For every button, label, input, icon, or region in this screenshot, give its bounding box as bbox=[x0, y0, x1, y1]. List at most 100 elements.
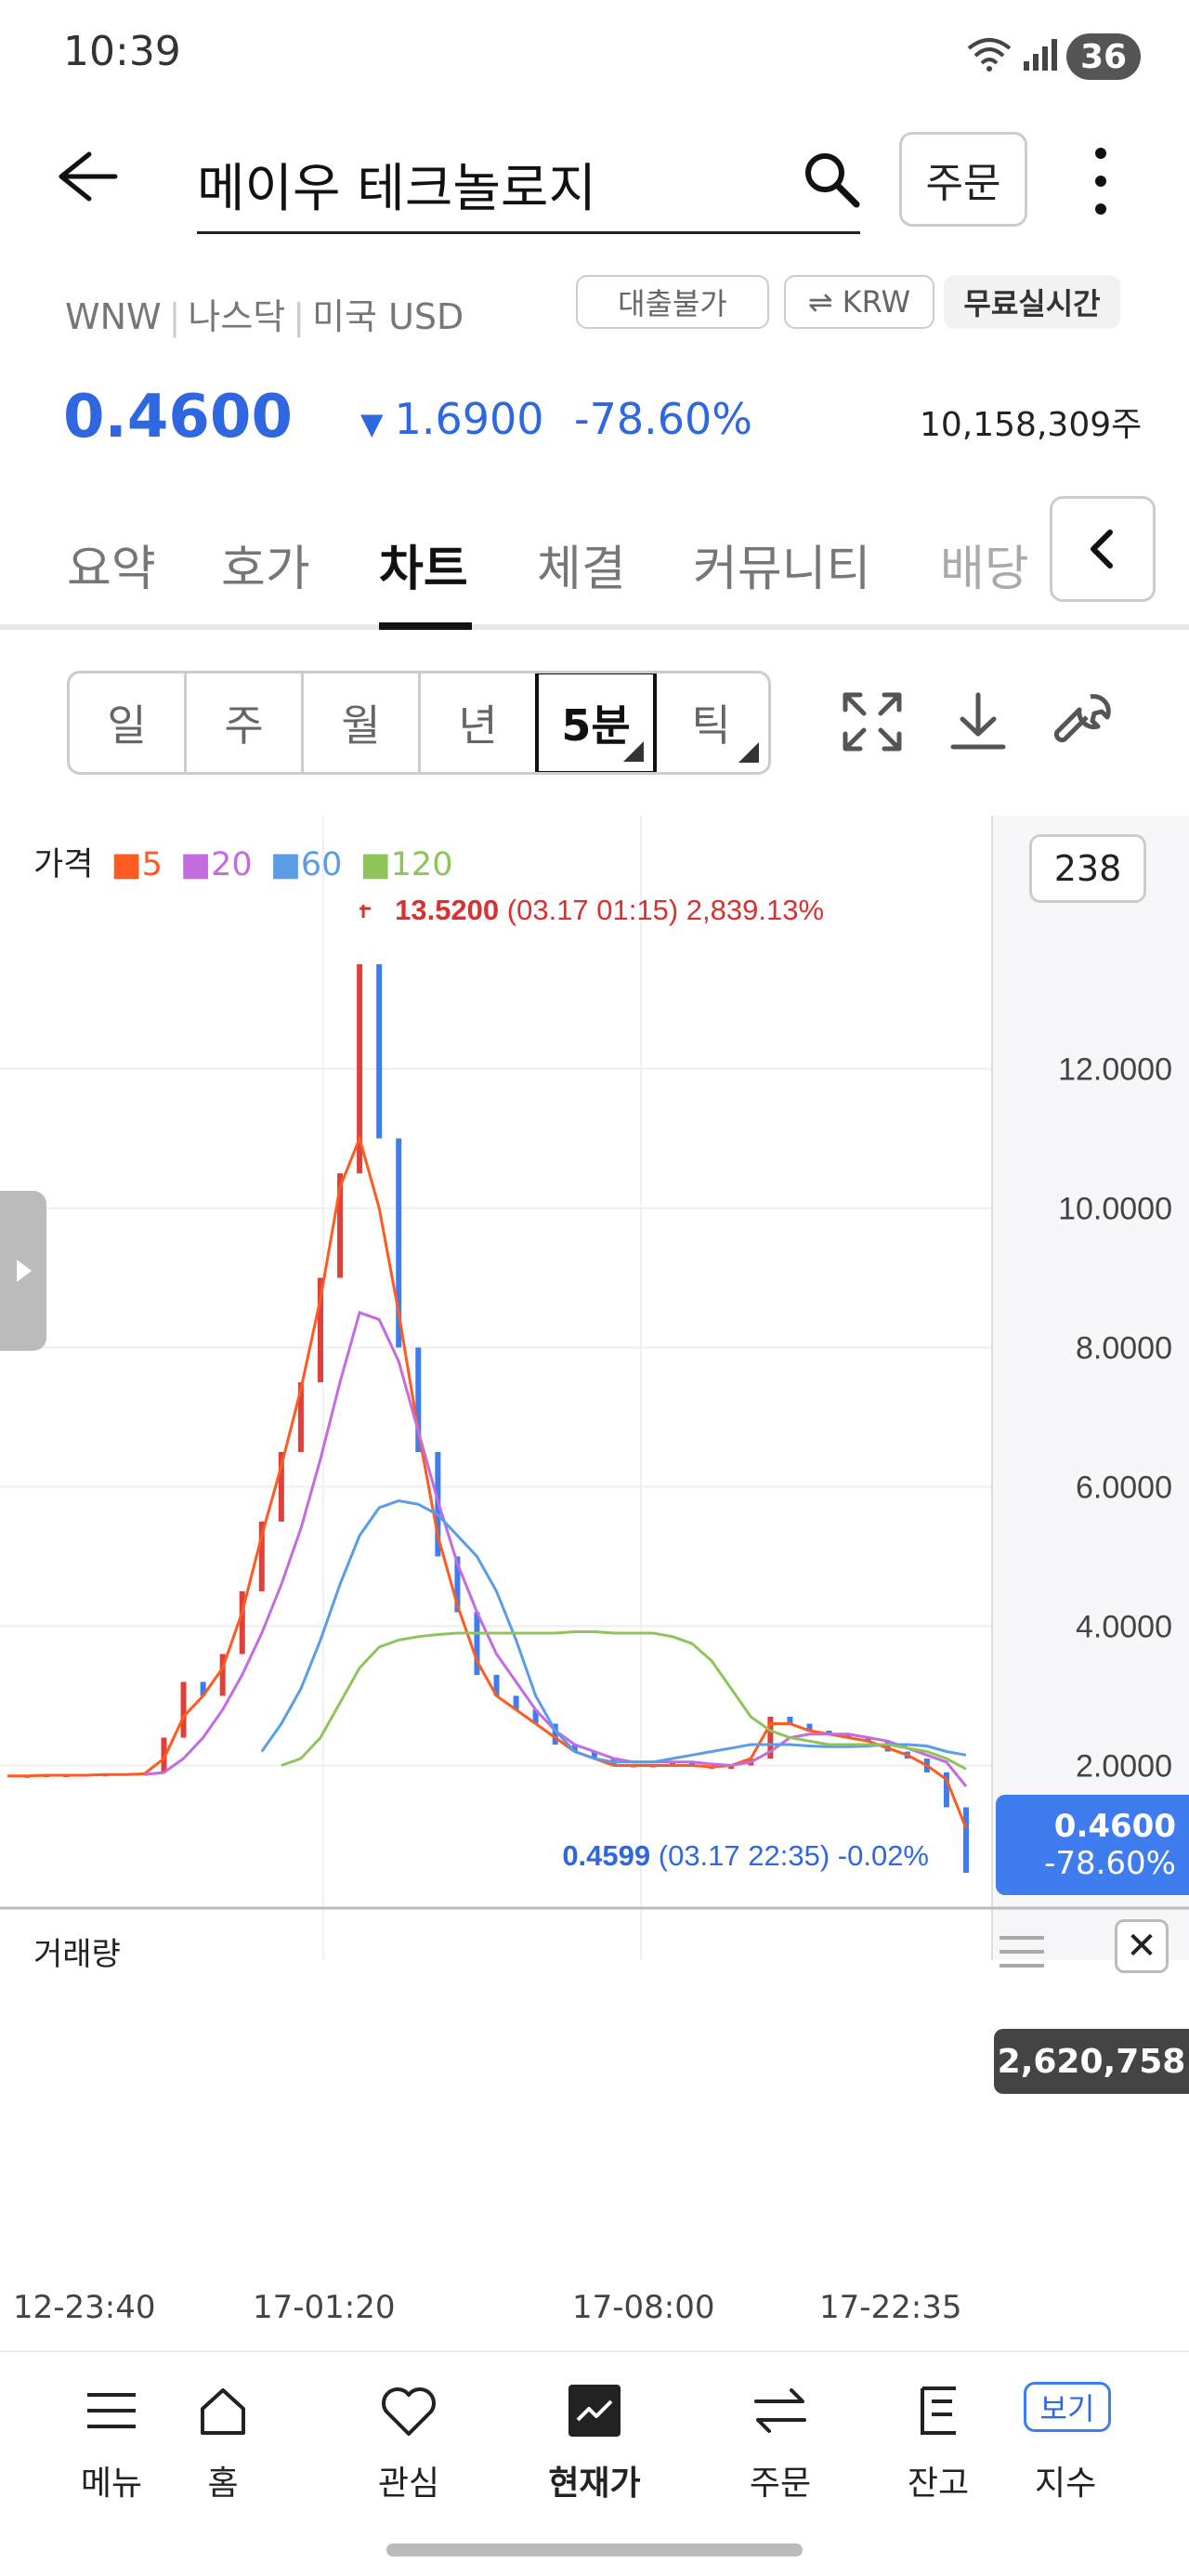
legend-ma20[interactable]: ■20 bbox=[180, 846, 253, 883]
nav-current-price[interactable]: 현재가 bbox=[529, 2378, 660, 2504]
dropdown-corner-icon bbox=[623, 741, 644, 762]
nav-home[interactable]: 홈 bbox=[158, 2378, 288, 2504]
nav-menu[interactable]: 메뉴 bbox=[46, 2378, 176, 2504]
price-candle bbox=[258, 1522, 265, 1591]
period-5min[interactable]: 5분 bbox=[535, 673, 657, 772]
tab-summary[interactable]: 요약 bbox=[67, 542, 156, 597]
receipt-icon bbox=[921, 2386, 956, 2435]
price-candle bbox=[943, 1772, 949, 1808]
price-candle bbox=[670, 1761, 676, 1766]
price-candle bbox=[728, 1765, 735, 1770]
last-price-pct: -78.60% bbox=[1044, 1845, 1176, 1882]
download-icon[interactable] bbox=[946, 689, 1011, 754]
nav-home-label: 홈 bbox=[207, 2465, 239, 2503]
price-change-percent: -78.60% bbox=[574, 394, 752, 444]
tab-quote[interactable]: 호가 bbox=[221, 542, 310, 597]
legend-ma5[interactable]: ■5 bbox=[111, 846, 163, 883]
tab-dividend[interactable]: 배당 bbox=[940, 542, 1029, 597]
index-view-chip[interactable]: 보기 bbox=[1024, 2382, 1111, 2432]
ma-line-20 bbox=[144, 1311, 968, 1787]
candle-count-button[interactable]: 238 bbox=[1029, 834, 1146, 903]
stock-meta: WNW | 나스닥 | 미국 USD bbox=[65, 296, 464, 337]
back-arrow-icon[interactable] bbox=[54, 149, 119, 204]
trade-volume: 10,158,309주 bbox=[920, 406, 1143, 444]
period-tick-label: 틱 bbox=[691, 700, 731, 751]
price-candle bbox=[337, 1173, 344, 1278]
price-candle bbox=[317, 1277, 323, 1382]
order-button[interactable]: 주문 bbox=[899, 132, 1027, 227]
tab-chart[interactable]: 차트 bbox=[379, 542, 468, 597]
fullscreen-icon[interactable] bbox=[840, 689, 905, 754]
chart-line-icon bbox=[568, 2385, 621, 2437]
nav-order-label: 주문 bbox=[749, 2465, 812, 2503]
price-candle bbox=[200, 1681, 206, 1696]
price-candle bbox=[219, 1654, 226, 1696]
krw-toggle[interactable]: ⇌ KRW bbox=[784, 275, 934, 329]
ticker: WNW bbox=[65, 296, 162, 337]
price-candle bbox=[454, 1556, 461, 1613]
close-icon[interactable]: ✕ bbox=[1115, 1919, 1169, 1973]
period-day[interactable]: 일 bbox=[70, 673, 187, 772]
stock-name: 메이우 테크놀로지 bbox=[197, 159, 596, 219]
krw-label: KRW bbox=[842, 284, 911, 320]
period-month[interactable]: 월 bbox=[304, 673, 421, 772]
country-currency: 미국 USD bbox=[312, 296, 464, 337]
search-icon[interactable] bbox=[799, 147, 864, 212]
nav-watchlist[interactable]: 관심 bbox=[344, 2378, 474, 2504]
more-options-icon[interactable] bbox=[1087, 139, 1115, 223]
down-triangle-icon: ▼ bbox=[360, 406, 384, 441]
stock-search-field[interactable]: 메이우 테크놀로지 bbox=[197, 130, 860, 234]
legend-ma60[interactable]: ■60 bbox=[269, 846, 343, 883]
last-price-badge: 0.4600 -78.60% bbox=[996, 1795, 1189, 1895]
period-week[interactable]: 주 bbox=[187, 673, 304, 772]
price-candle bbox=[591, 1751, 597, 1759]
price-candle bbox=[826, 1731, 832, 1734]
chart-legend: 가격 ■5 ■20 ■60 ■120 bbox=[33, 838, 452, 885]
tab-community[interactable]: 커뮤니티 bbox=[693, 542, 871, 597]
price-candle bbox=[474, 1612, 480, 1675]
nav-index-label[interactable]: 지수 bbox=[1035, 2465, 1097, 2503]
max-price-label: 13.5200 (03.17 01:15) 2,839.13% bbox=[395, 894, 824, 926]
price-candle bbox=[571, 1745, 578, 1752]
price-candle bbox=[278, 1452, 284, 1522]
price-candle bbox=[884, 1741, 891, 1752]
price-candle bbox=[806, 1723, 813, 1731]
nav-current-price-label: 현재가 bbox=[548, 2465, 641, 2503]
x-axis-label: 12-23:40 bbox=[13, 2289, 156, 2326]
swap-icon: ⇌ bbox=[807, 284, 833, 320]
x-axis-label: 17-08:00 bbox=[572, 2289, 715, 2326]
volume-label: 거래량 bbox=[33, 1936, 121, 1973]
period-tick[interactable]: 틱 bbox=[654, 673, 768, 772]
nav-balance-label: 잔고 bbox=[907, 2465, 970, 2503]
battery-indicator: 36 bbox=[1066, 33, 1141, 80]
tabs-scroll-button[interactable] bbox=[1050, 496, 1156, 602]
wrench-icon[interactable] bbox=[1050, 689, 1115, 754]
x-axis-label: 17-01:20 bbox=[253, 2289, 396, 2326]
y-tick-label: 2.0000 bbox=[1076, 1749, 1172, 1785]
legend-title: 가격 bbox=[33, 846, 94, 883]
home-icon bbox=[201, 2388, 245, 2435]
price-candle bbox=[376, 964, 383, 1139]
swap-arrows-icon bbox=[754, 2388, 806, 2433]
free-realtime-chip[interactable]: 무료실시간 bbox=[944, 275, 1120, 329]
price-candle bbox=[689, 1761, 696, 1766]
legend-ma120[interactable]: ■120 bbox=[359, 846, 453, 883]
price-change: ▼ 1.6900 bbox=[360, 394, 544, 444]
tab-trade[interactable]: 체결 bbox=[537, 542, 626, 597]
price-candle bbox=[493, 1675, 500, 1696]
price-candle bbox=[513, 1695, 519, 1710]
side-panel-toggle[interactable] bbox=[0, 1191, 46, 1351]
price-chart[interactable]: 12.0000 10.0000 8.0000 6.0000 4.0000 2.0000 13… bbox=[0, 816, 1189, 1960]
market: 나스닥 bbox=[188, 296, 286, 337]
nav-balance[interactable]: 잔고 bbox=[892, 2378, 985, 2504]
period-year[interactable]: 년 bbox=[421, 673, 538, 772]
price-candle bbox=[767, 1717, 774, 1759]
price-candle bbox=[552, 1723, 558, 1745]
hamburger-icon[interactable] bbox=[996, 1929, 1048, 1975]
price-candle bbox=[787, 1717, 793, 1724]
tab-divider bbox=[0, 624, 1189, 630]
tab-active-indicator bbox=[379, 622, 472, 630]
price-candle bbox=[239, 1591, 245, 1654]
nav-order[interactable]: 주문 bbox=[715, 2378, 845, 2504]
price-candle bbox=[297, 1382, 304, 1452]
